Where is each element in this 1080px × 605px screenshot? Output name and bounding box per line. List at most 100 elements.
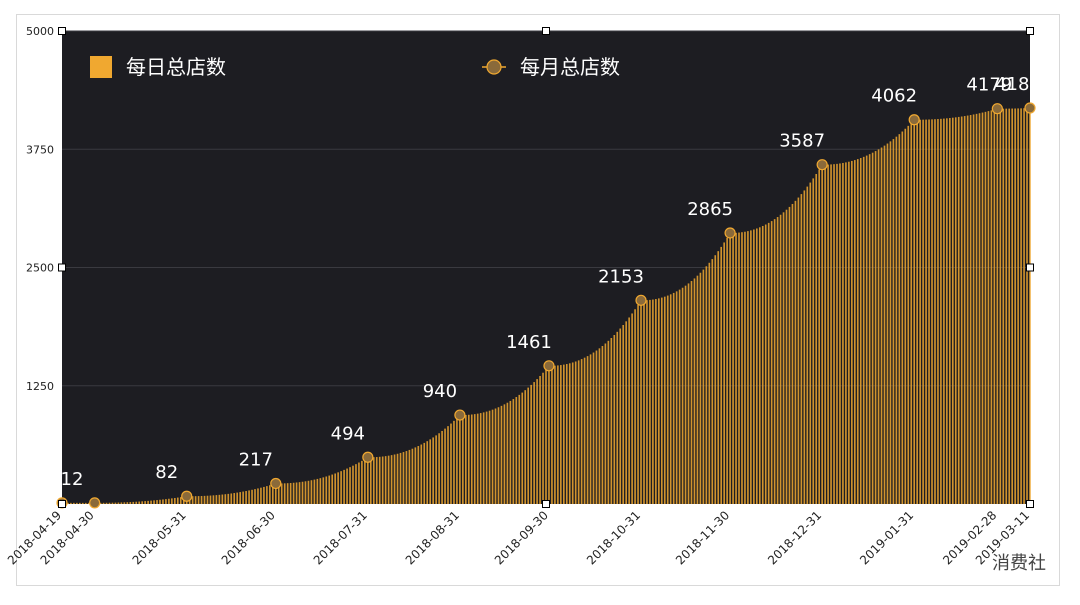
daily-bar: [702, 269, 705, 504]
data-label: 2153: [598, 266, 644, 287]
daily-bar: [883, 145, 886, 505]
daily-bar: [280, 483, 283, 504]
daily-bar: [485, 411, 488, 504]
daily-bar: [521, 392, 524, 504]
x-tick-label: 2018-08-31: [403, 508, 462, 567]
daily-bar: [111, 502, 114, 504]
daily-bar: [631, 313, 633, 504]
daily-bar: [693, 278, 696, 504]
daily-bar: [598, 348, 601, 504]
resize-handle: [542, 500, 550, 508]
daily-bar: [384, 456, 387, 504]
daily-bar: [886, 143, 889, 504]
daily-bar: [402, 452, 405, 504]
daily-bar: [761, 225, 764, 504]
daily-bar: [934, 119, 936, 504]
daily-bar: [295, 482, 298, 504]
data-label: 4186: [995, 74, 1041, 95]
daily-bar: [289, 482, 292, 504]
daily-bar: [283, 483, 286, 504]
daily-bar: [322, 477, 325, 504]
x-tick-label: 2018-10-31: [584, 508, 643, 567]
daily-bar: [729, 232, 731, 504]
legend-label: 每日总店数: [126, 55, 226, 79]
daily-bar: [411, 448, 414, 504]
watermark-text: 消费社: [992, 553, 1046, 574]
daily-bar: [337, 472, 339, 504]
daily-bar: [135, 501, 138, 504]
daily-bar: [450, 423, 452, 504]
daily-bar: [919, 119, 921, 505]
daily-bar: [328, 475, 331, 504]
daily-bar: [907, 125, 910, 505]
daily-bar: [1002, 108, 1005, 504]
resize-handle: [58, 27, 66, 35]
daily-bar: [349, 467, 351, 504]
daily-bar: [233, 493, 236, 504]
y-tick-label: 1250: [26, 380, 54, 393]
x-tick-label: 2018-09-30: [492, 508, 551, 567]
daily-bar: [343, 469, 345, 504]
daily-bar: [408, 449, 411, 504]
daily-bar: [791, 203, 794, 504]
daily-bar: [176, 497, 179, 504]
data-label: 217: [239, 449, 273, 470]
daily-bar: [367, 457, 369, 504]
daily-bar: [206, 495, 209, 504]
daily-bar: [699, 272, 702, 504]
daily-bar: [717, 251, 720, 504]
daily-bar: [138, 501, 141, 504]
daily-bar: [666, 295, 669, 504]
daily-bar: [506, 402, 509, 504]
daily-bar: [393, 454, 396, 504]
daily-bar: [806, 186, 809, 505]
daily-bar: [144, 501, 146, 504]
daily-bar: [325, 476, 328, 504]
daily-bar: [773, 219, 776, 505]
daily-bar: [269, 485, 271, 504]
daily-bar: [105, 502, 108, 504]
daily-bar: [123, 502, 126, 504]
x-tick-label: 2019-01-31: [857, 508, 916, 567]
daily-bar: [1017, 108, 1019, 504]
x-tick-label: 2018-11-30: [673, 508, 732, 567]
daily-bar: [663, 296, 666, 504]
daily-bar: [346, 468, 348, 504]
daily-bar: [165, 499, 167, 504]
daily-bar: [245, 491, 247, 504]
daily-bar: [922, 119, 924, 505]
daily-bar: [414, 447, 417, 504]
daily-bar: [856, 159, 859, 505]
daily-bar: [851, 160, 853, 504]
daily-bar: [257, 488, 259, 504]
daily-bar: [981, 112, 984, 505]
daily-bar: [577, 360, 580, 504]
daily-bar: [586, 356, 589, 504]
daily-bar: [441, 430, 443, 504]
daily-bar: [209, 495, 212, 504]
daily-bar: [533, 382, 535, 504]
daily-bar: [117, 502, 120, 504]
daily-bar: [726, 237, 728, 504]
daily-bar: [874, 151, 877, 505]
daily-bar: [613, 335, 616, 504]
daily-bar: [595, 350, 598, 504]
daily-bar: [940, 118, 942, 505]
x-tick-label: 2018-06-30: [219, 508, 278, 567]
daily-bar: [714, 255, 717, 504]
daily-bar: [711, 259, 714, 504]
daily-bar: [215, 495, 218, 504]
daily-bar: [993, 109, 996, 505]
data-label: 3587: [779, 131, 825, 152]
daily-bar: [652, 299, 654, 504]
daily-bar: [750, 230, 752, 504]
daily-bar: [753, 229, 755, 505]
resize-handle: [58, 263, 66, 272]
daily-bar: [497, 407, 500, 504]
daily-bar: [821, 164, 823, 504]
daily-bar: [678, 289, 681, 504]
daily-bar: [1026, 108, 1028, 504]
daily-bar: [889, 141, 892, 504]
daily-bar: [818, 169, 820, 504]
